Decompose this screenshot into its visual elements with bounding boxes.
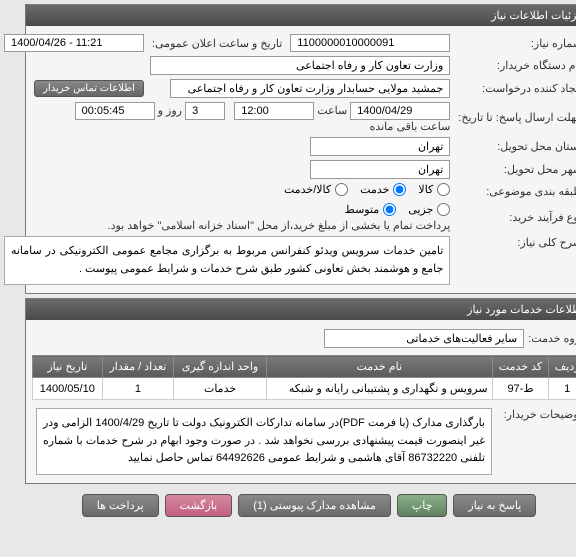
announce-date: 1400/04/26 - 11:21: [0, 34, 123, 52]
payments-button[interactable]: پرداخت ها: [61, 494, 138, 517]
buyer-name: وزارت تعاون کار و رفاه اجتماعی: [129, 56, 429, 75]
col-date: تاریخ نیاز: [12, 356, 82, 378]
buyer-note-label: توضیحات خریدار:: [483, 409, 561, 421]
time-label-1: ساعت: [296, 105, 326, 117]
requester-name: جمشید مولایی حسابدار وزارت تعاون کار و ر…: [149, 79, 429, 98]
remain-days: 3: [164, 102, 204, 120]
group-value: سایر فعالیت‌های خدماتی: [303, 329, 503, 348]
deadline-time: 12:00: [213, 102, 293, 120]
summary-text: تامین خدمات سرویس ویدئو کنفرانس مربوط به…: [0, 236, 429, 285]
deadline-date: 1400/04/29: [329, 102, 429, 120]
info-panel-title: جزئیات اطلاعات نیاز: [5, 5, 571, 26]
print-button[interactable]: چاپ: [376, 494, 427, 517]
button-bar: پاسخ به نیاز چاپ مشاهده مدارک پیوستی (1)…: [4, 488, 572, 523]
col-unit: واحد اندازه گیری: [153, 356, 246, 378]
payment-note: پرداخت تمام یا بخشی از مبلغ خرید،از محل …: [87, 220, 430, 232]
services-panel-title: اطلاعات خدمات مورد نیاز: [5, 299, 571, 320]
cat-both-label: کالا/خدمت: [263, 183, 310, 196]
cell-code: ط-97: [471, 378, 528, 400]
announce-date-label: تاریخ و ساعت اعلان عمومی:: [131, 38, 261, 50]
contact-button[interactable]: اطلاعات تماس خریدار: [13, 80, 123, 97]
summary-label: شرح کلی نیاز:: [496, 237, 561, 249]
city-label: شهر محل تحویل:: [483, 164, 561, 176]
col-name: نام خدمت: [245, 356, 471, 378]
col-qty: تعداد / مقدار: [81, 356, 153, 378]
days-label: روز و: [137, 105, 161, 117]
cell-unit: خدمات: [153, 378, 246, 400]
cat-both-radio[interactable]: [314, 183, 327, 196]
province: تهران: [289, 137, 429, 156]
deadline-label: مهلت ارسال پاسخ: تا تاریخ:: [437, 112, 561, 124]
remain-label: ساعت باقی مانده: [349, 121, 430, 133]
info-panel-body: شماره نیاز: 1100000010000091 تاریخ و ساع…: [5, 26, 571, 293]
process-group: جزیی متوسط: [324, 203, 430, 216]
services-panel-body: گروه خدمت: سایر فعالیت‌های خدماتی ردیف ک…: [5, 320, 571, 483]
city: تهران: [289, 160, 429, 179]
buyer-note-text: بارگذاری مدارک (با فرمت PDF)در سامانه تد…: [15, 408, 471, 475]
buyer-label: نام دستگاه خریدار:: [476, 60, 561, 72]
attach-button[interactable]: مشاهده مدارک پیوستی (1): [217, 494, 370, 517]
req-number: 1100000010000091: [269, 34, 429, 52]
cat-goods-label: کالا: [397, 183, 412, 196]
info-panel: جزئیات اطلاعات نیاز شماره نیاز: 11000000…: [4, 4, 572, 294]
category-group: کالا خدمت کالا/خدمت: [263, 183, 429, 196]
remain-time: 00:05:45: [54, 102, 134, 120]
requester-label: ایجاد کننده درخواست:: [461, 83, 561, 95]
proc-medium-label: متوسط: [324, 203, 359, 216]
proc-medium-radio[interactable]: [362, 203, 375, 216]
cell-qty: 1: [81, 378, 153, 400]
province-label: استان محل تحویل:: [476, 141, 561, 153]
process-label: نوع فرآیند خرید:: [488, 212, 561, 224]
cat-service-radio[interactable]: [372, 183, 385, 196]
group-label: گروه خدمت:: [507, 332, 565, 345]
cat-service-label: خدمت: [339, 183, 368, 196]
col-row: ردیف: [528, 356, 565, 378]
back-button[interactable]: بازگشت: [144, 494, 212, 517]
cell-date: 1400/05/10: [12, 378, 82, 400]
services-panel: اطلاعات خدمات مورد نیاز گروه خدمت: سایر …: [4, 298, 572, 484]
cell-name: سرویس و نگهداری و پشتیبانی رایانه و شبکه: [245, 378, 471, 400]
col-code: کد خدمت: [471, 356, 528, 378]
proc-minor-label: جزیی: [387, 203, 412, 216]
category-label: طبقه بندی موضوعی:: [465, 186, 561, 198]
cell-row: 1: [528, 378, 565, 400]
respond-button[interactable]: پاسخ به نیاز: [432, 494, 515, 517]
proc-minor-radio[interactable]: [416, 203, 429, 216]
req-number-label: شماره نیاز:: [510, 38, 561, 50]
services-table: ردیف کد خدمت نام خدمت واحد اندازه گیری ت…: [11, 355, 565, 400]
table-row: 1 ط-97 سرویس و نگهداری و پشتیبانی رایانه…: [12, 378, 565, 400]
cat-goods-radio[interactable]: [416, 183, 429, 196]
